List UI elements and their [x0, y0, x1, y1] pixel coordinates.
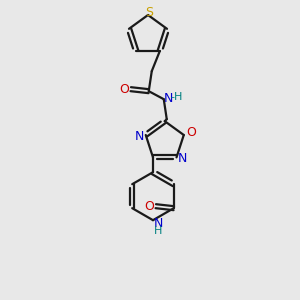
Text: N: N [178, 152, 187, 165]
Text: H: H [154, 226, 162, 236]
Text: O: O [186, 127, 196, 140]
Text: O: O [119, 83, 129, 96]
Text: N: N [153, 217, 163, 230]
Text: N: N [164, 92, 173, 105]
Text: -H: -H [171, 92, 183, 102]
Text: O: O [144, 200, 154, 213]
Text: N: N [135, 130, 144, 142]
Text: S: S [145, 5, 153, 19]
